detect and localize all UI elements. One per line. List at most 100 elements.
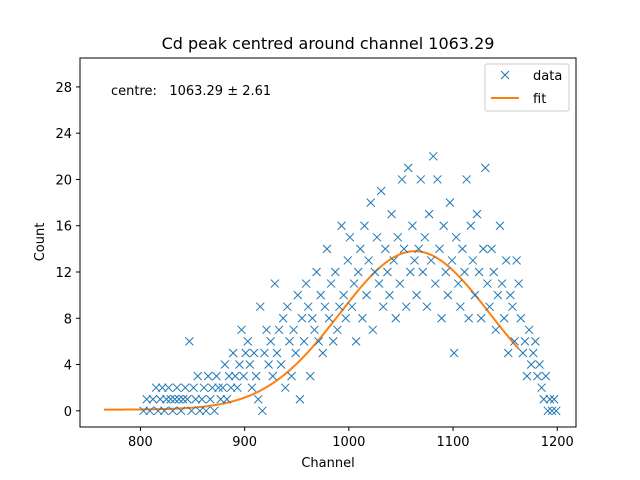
y-tick-label: 16: [55, 220, 72, 235]
data-point: [283, 302, 292, 312]
data-point: [483, 279, 492, 288]
data-point: [243, 337, 253, 346]
data-point: [191, 394, 201, 404]
data-point: [266, 337, 276, 346]
data-point: [235, 360, 244, 369]
data-point: [345, 232, 355, 242]
data-point: [299, 337, 309, 346]
data-point: [214, 383, 223, 393]
data-point: [168, 406, 178, 416]
data-point: [276, 360, 286, 369]
data-point: [220, 360, 230, 369]
data-point: [533, 371, 542, 381]
data-point: [391, 313, 401, 323]
data-point: [493, 290, 503, 300]
data-point: [303, 302, 313, 312]
x-tick-label: 1000: [332, 435, 365, 450]
data-point: [416, 175, 426, 184]
data-point: [366, 198, 376, 207]
centre-annotation: centre: 1063.29 ± 2.61: [111, 84, 271, 99]
data-point: [318, 348, 328, 358]
data-point: [478, 244, 488, 254]
data-point: [178, 394, 188, 404]
data-point: [247, 383, 257, 393]
data-point: [335, 302, 344, 312]
data-point: [376, 186, 386, 196]
data-point: [139, 406, 148, 416]
data-point: [249, 348, 259, 358]
data-point: [414, 244, 424, 254]
data-point: [545, 394, 555, 404]
data-point: [458, 244, 467, 254]
data-point: [547, 406, 557, 416]
data-point: [543, 406, 553, 416]
data-point: [426, 256, 436, 265]
data-point: [255, 302, 265, 312]
data-point: [172, 383, 182, 393]
data-point: [289, 325, 298, 335]
data-point: [362, 290, 371, 300]
data-point: [193, 371, 203, 381]
data-point: [516, 313, 526, 323]
data-point: [320, 302, 330, 312]
data-point: [499, 313, 509, 323]
data-point: [312, 267, 321, 277]
data-point: [203, 371, 213, 381]
data-point: [330, 267, 340, 277]
data-point: [157, 383, 167, 393]
data-point: [501, 256, 511, 265]
data-point: [410, 256, 419, 265]
chart-title: Cd peak centred around channel 1063.29: [162, 34, 495, 53]
data-point: [430, 279, 440, 288]
data-point: [491, 325, 501, 335]
data-point: [541, 371, 551, 381]
data-point: [347, 302, 357, 312]
data-point: [360, 221, 369, 231]
data-point: [295, 394, 305, 404]
data-point: [151, 383, 161, 393]
data-point: [324, 313, 334, 323]
data-point: [355, 244, 365, 254]
data-point: [520, 337, 530, 346]
data-point: [358, 313, 367, 323]
data-point: [518, 348, 528, 358]
data-point: [180, 383, 190, 393]
data-point: [464, 313, 474, 323]
x-axis-label: Channel: [301, 456, 354, 471]
fit-series: [103, 250, 520, 411]
data-point: [287, 371, 296, 381]
data-point: [274, 325, 284, 335]
data-point: [201, 406, 211, 416]
data-point: [531, 337, 540, 346]
data-point: [257, 406, 267, 416]
data-point: [422, 302, 432, 312]
data-point: [439, 221, 449, 231]
data-point: [383, 267, 392, 277]
data-point: [526, 360, 536, 369]
data-point: [441, 267, 451, 277]
data-point: [512, 256, 521, 265]
data-point: [174, 394, 184, 404]
x-tick-label: 1100: [436, 435, 469, 450]
data-point: [503, 348, 513, 358]
data-point: [293, 290, 303, 300]
data-point: [374, 279, 384, 288]
data-point: [435, 244, 444, 254]
data-point: [160, 406, 169, 416]
data-point: [310, 325, 319, 335]
data-point: [445, 198, 455, 207]
data-point: [420, 232, 430, 242]
data-point: [349, 279, 359, 288]
data-point: [539, 394, 549, 404]
data-point: [551, 406, 561, 416]
data-point: [166, 394, 176, 404]
data-point: [291, 348, 301, 358]
data-point: [222, 394, 232, 404]
data-point: [162, 394, 171, 404]
data-point: [328, 337, 338, 346]
data-point: [341, 313, 351, 323]
y-tick-label: 28: [55, 81, 72, 96]
data-point: [408, 221, 417, 231]
data-point: [176, 406, 186, 416]
